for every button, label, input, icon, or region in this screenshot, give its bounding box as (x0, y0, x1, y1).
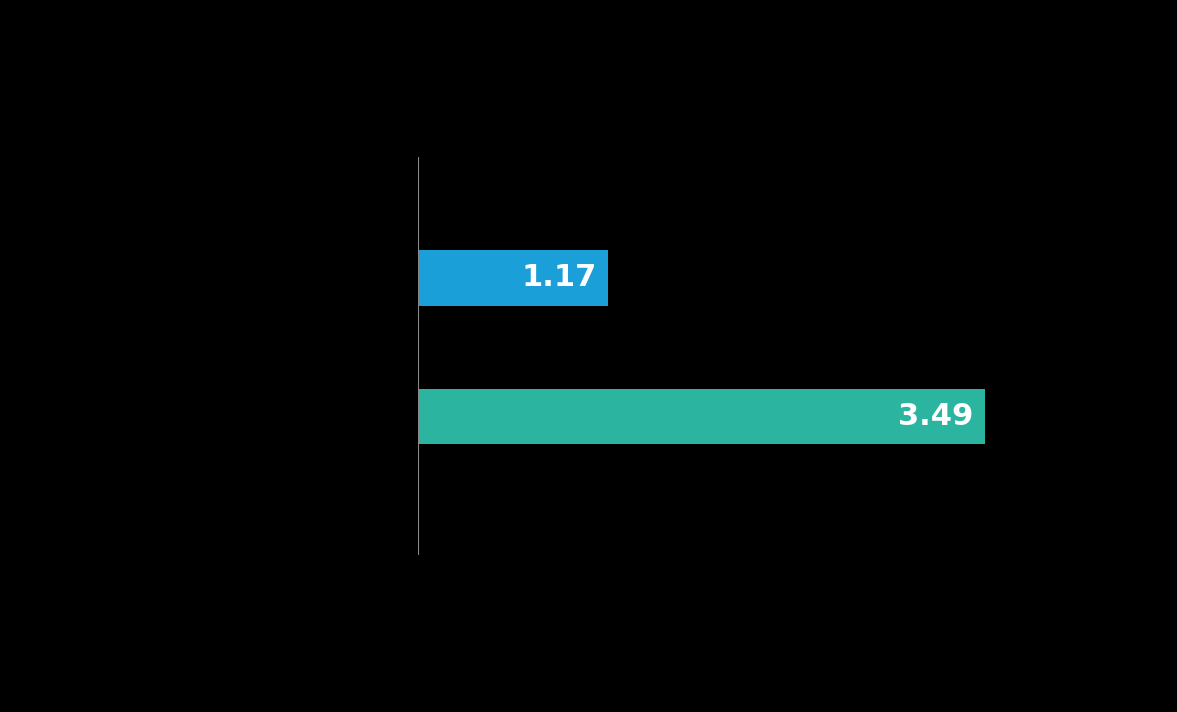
Bar (418, 389, 985, 444)
Bar (418, 250, 609, 305)
Text: 3.49: 3.49 (898, 402, 973, 431)
Text: 1.17: 1.17 (521, 263, 597, 293)
